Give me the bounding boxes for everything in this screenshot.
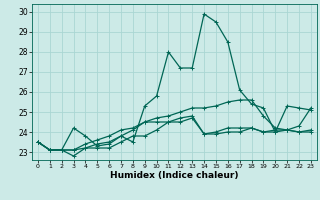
X-axis label: Humidex (Indice chaleur): Humidex (Indice chaleur) (110, 171, 239, 180)
